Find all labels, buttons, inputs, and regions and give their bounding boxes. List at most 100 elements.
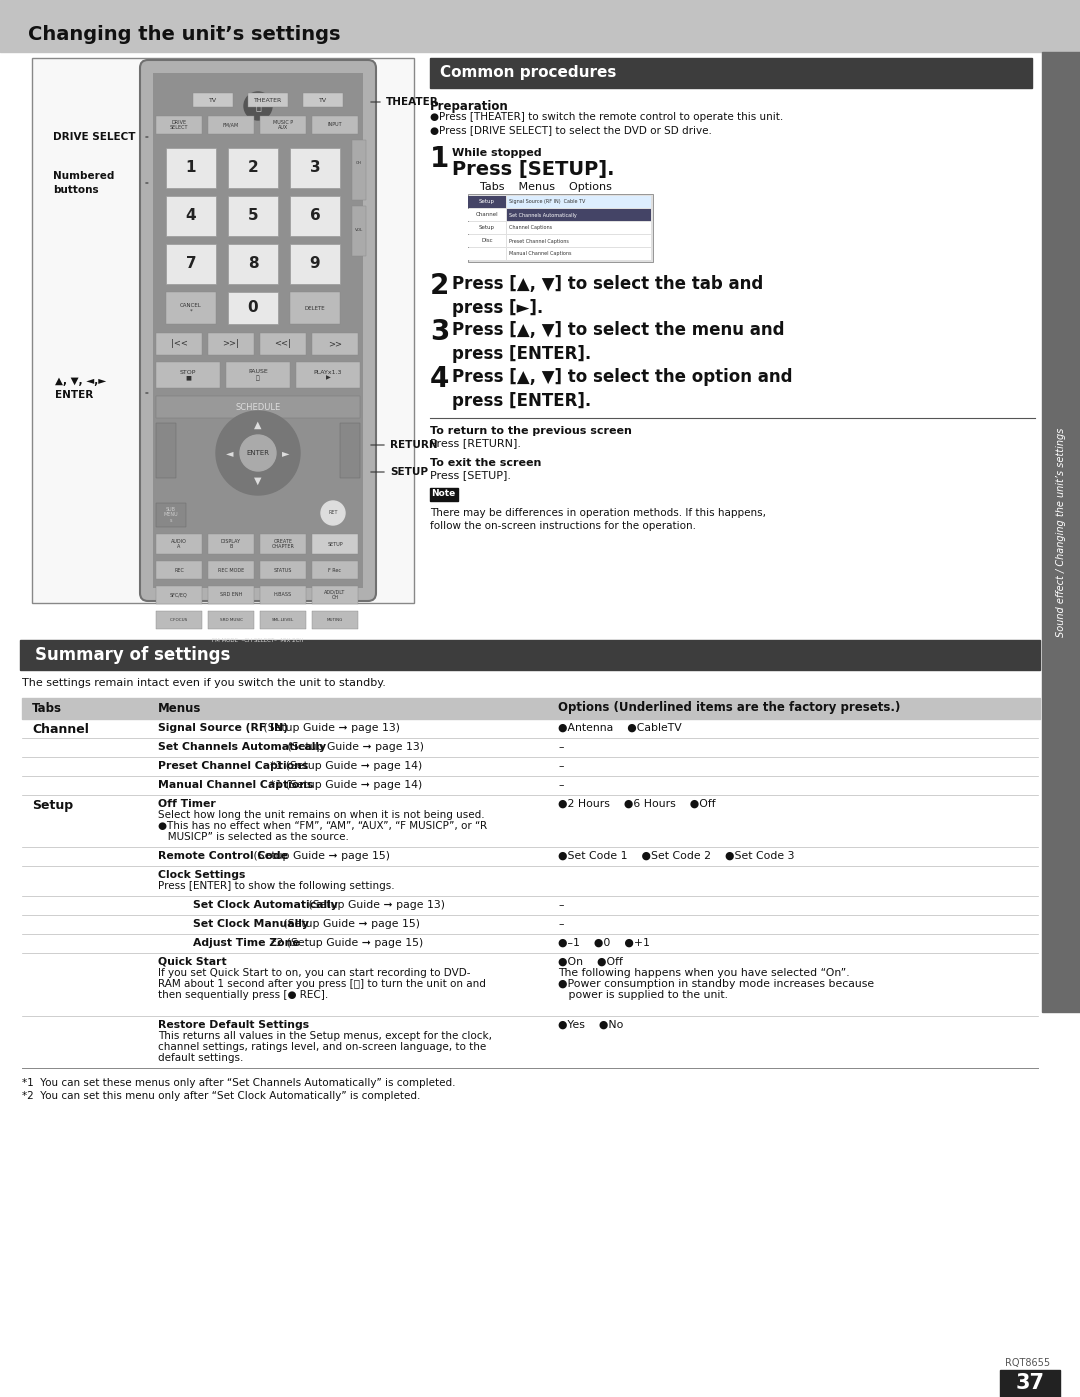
Bar [22,698,1040,719]
Text: REC: REC [174,567,184,573]
Text: Preset Channel Captions: Preset Channel Captions [158,761,308,771]
Text: Channel: Channel [32,724,89,736]
Text: Note: Note [431,489,456,499]
Bar [430,59,1032,88]
Bar [156,395,360,418]
Text: 7: 7 [186,257,197,271]
Text: Press [▲, ▼] to select the option and
press [ENTER].: Press [▲, ▼] to select the option and pr… [453,367,793,409]
Text: Setup: Setup [480,200,495,204]
Text: MUSIC P
AUX: MUSIC P AUX [273,120,293,130]
Bar [312,585,357,604]
FancyBboxPatch shape [140,60,376,601]
Text: PAUSE
⏸: PAUSE ⏸ [248,369,268,381]
Text: TV: TV [208,98,217,102]
Text: (Setup Guide ➞ page 13): (Setup Guide ➞ page 13) [284,742,424,752]
Text: RET: RET [328,510,338,515]
Bar [208,610,254,629]
Bar [468,249,507,260]
Bar [507,222,651,235]
Text: ●On    ●Off: ●On ●Off [558,957,623,967]
Circle shape [244,92,272,120]
Text: To exit the screen: To exit the screen [430,458,541,468]
Bar [468,196,507,208]
Bar [208,534,254,555]
Text: Press [SETUP].: Press [SETUP]. [430,469,511,481]
Text: 1: 1 [430,145,449,173]
Text: Options (Underlined items are the factory presets.): Options (Underlined items are the factor… [558,701,901,714]
Bar [291,148,340,189]
Text: <<|: <<| [274,339,292,348]
Text: CREATE
CHAPTER: CREATE CHAPTER [271,539,295,549]
Bar [468,210,507,221]
Text: VOL: VOL [355,228,363,232]
Text: –: – [558,780,564,789]
Bar [228,148,278,189]
Text: Restore Default Settings: Restore Default Settings [158,1020,309,1030]
Bar [166,148,216,189]
Text: STOP
■: STOP ■ [179,370,197,380]
Text: (Setup Guide ➞ page 13): (Setup Guide ➞ page 13) [260,724,400,733]
Text: SETUP: SETUP [327,542,342,546]
Text: Press [▲, ▼] to select the tab and
press [►].: Press [▲, ▼] to select the tab and press… [453,275,764,317]
Text: Set Channels Automatically: Set Channels Automatically [158,742,326,752]
Bar [21,640,1040,671]
Text: ●Power consumption in standby mode increases because: ●Power consumption in standby mode incre… [558,979,874,989]
Bar [430,488,458,502]
Text: –: – [558,900,564,909]
Text: (Setup Guide ➞ page 13): (Setup Guide ➞ page 13) [305,900,445,909]
Text: (Setup Guide ➞ page 15): (Setup Guide ➞ page 15) [251,851,390,861]
Bar [156,562,202,578]
Bar [248,94,288,108]
Bar [226,362,291,388]
Bar [507,235,651,247]
Text: –: – [558,761,564,771]
Bar [1000,1370,1059,1397]
Bar [156,116,202,134]
Text: CANCEL
*: CANCEL * [180,303,202,313]
Bar [312,332,357,355]
Text: SCHEDULE: SCHEDULE [235,402,281,412]
Text: SETUP: SETUP [390,467,428,476]
Bar [32,59,414,604]
Text: SUB
MENU
s: SUB MENU s [164,507,178,524]
Bar [1042,52,1080,1011]
Circle shape [321,502,345,525]
Bar [260,610,306,629]
Text: (Setup Guide ➞ page 15): (Setup Guide ➞ page 15) [281,919,420,929]
Text: ▼: ▼ [254,476,261,486]
Bar [156,423,176,478]
Text: Clock Settings: Clock Settings [158,870,245,880]
Bar [208,562,254,578]
Text: Tabs: Tabs [32,701,62,714]
Bar [291,292,340,324]
Text: H.BASS: H.BASS [274,592,292,598]
Text: *1 (Setup Guide ➞ page 14): *1 (Setup Guide ➞ page 14) [270,780,422,789]
Text: ADD/DLT
CH: ADD/DLT CH [324,590,346,601]
Text: THEATER: THEATER [254,98,282,102]
Text: *2  You can set this menu only after “Set Clock Automatically” is completed.: *2 You can set this menu only after “Set… [22,1091,420,1101]
Text: power is supplied to the unit.: power is supplied to the unit. [558,990,728,1000]
Text: ◄: ◄ [226,448,233,458]
Text: 6: 6 [310,208,321,224]
Text: Numbered
buttons: Numbered buttons [53,172,114,194]
Bar [208,116,254,134]
Text: SRD ENH: SRD ENH [220,592,242,598]
Bar [208,332,254,355]
Text: Select how long the unit remains on when it is not being used.: Select how long the unit remains on when… [158,810,485,820]
Text: Signal Source (RF IN)  Cable TV: Signal Source (RF IN) Cable TV [509,200,585,204]
Bar [166,292,216,324]
Bar [156,585,202,604]
Bar [468,194,653,263]
Text: 8: 8 [247,257,258,271]
Text: Set Channels Automatically: Set Channels Automatically [509,212,577,218]
Text: If you set Quick Start to on, you can start recording to DVD-: If you set Quick Start to on, you can st… [158,968,471,978]
Text: DISPLAY
B: DISPLAY B [221,539,241,549]
Text: *2 (Setup Guide ➞ page 15): *2 (Setup Guide ➞ page 15) [271,937,423,949]
Text: This returns all values in the Setup menus, except for the clock,: This returns all values in the Setup men… [158,1031,492,1041]
Text: The following happens when you have selected “On”.: The following happens when you have sele… [558,968,850,978]
Text: Channel: Channel [475,212,498,218]
Text: ●Press [DRIVE SELECT] to select the DVD or SD drive.: ●Press [DRIVE SELECT] to select the DVD … [430,124,712,136]
Bar [312,534,357,555]
Bar [312,610,357,629]
Text: While stopped: While stopped [453,148,542,158]
